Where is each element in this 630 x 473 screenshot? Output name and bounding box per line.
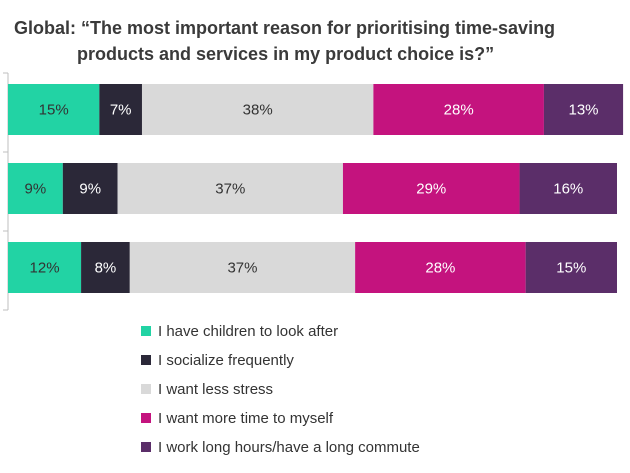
bar-segment [543, 84, 624, 135]
bar-segment [8, 84, 100, 135]
data-label: 29% [416, 181, 446, 198]
bar-segment [141, 84, 374, 135]
legend-label: I want less stress [158, 381, 273, 398]
bar-segment [81, 242, 130, 293]
bar-segment [8, 163, 63, 214]
data-label: 7% [110, 102, 132, 119]
bar-segment [8, 242, 82, 293]
bar-segment [342, 163, 520, 214]
data-label: 15% [556, 260, 586, 277]
bar-segment [117, 163, 343, 214]
data-label: 13% [568, 102, 598, 119]
axis-layer [3, 72, 9, 311]
data-label: 37% [215, 181, 245, 198]
legend-label: I work long hours/have a long commute [158, 439, 420, 456]
bar-segment [373, 84, 544, 135]
data-label: 9% [25, 181, 47, 198]
data-label: 28% [444, 102, 474, 119]
bar-segment [525, 242, 617, 293]
bars-layer: 15% 7% 38% 28% 13% 9% 9% 37% 29% 16% 12% 8% 37% 28% 15… [8, 84, 624, 293]
legend-swatch [141, 442, 151, 452]
data-label: 28% [425, 260, 455, 277]
data-label: 16% [553, 181, 583, 198]
bar-segment [355, 242, 526, 293]
data-label: 8% [95, 260, 117, 277]
data-label: 9% [79, 181, 101, 198]
legend-label: I have children to look after [158, 323, 338, 340]
legend-label: I want more time to myself [158, 410, 334, 427]
data-label: 38% [243, 102, 273, 119]
legend-swatch [141, 355, 151, 365]
legend-swatch [141, 326, 151, 336]
chart-title-line-1: Global: “The most important reason for p… [14, 18, 555, 38]
data-label: 12% [30, 260, 60, 277]
legend: I have children to look after I socialize… [141, 323, 420, 456]
chart-title-line-2: products and services in my product choi… [77, 44, 494, 64]
data-label: 15% [39, 102, 69, 119]
bar-segment [519, 163, 617, 214]
data-label: 37% [227, 260, 257, 277]
legend-label: I socialize frequently [158, 352, 294, 369]
bar-segment [129, 242, 356, 293]
bar-segment [62, 163, 118, 214]
legend-swatch [141, 384, 151, 394]
legend-swatch [141, 413, 151, 423]
bar-segment [99, 84, 142, 135]
